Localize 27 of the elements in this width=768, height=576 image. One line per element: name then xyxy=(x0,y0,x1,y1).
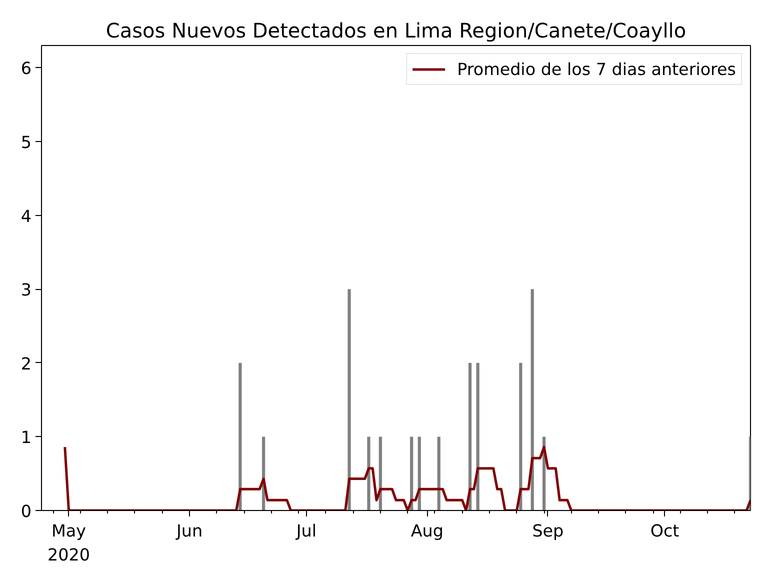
bar xyxy=(410,436,414,510)
x-tick-label: Oct xyxy=(650,520,680,540)
bar xyxy=(418,436,421,510)
x-tick-label: May 2020 xyxy=(48,520,90,564)
y-tick-label: 0 xyxy=(20,501,32,521)
x-tick-label: Jun xyxy=(175,520,203,540)
line-series xyxy=(64,446,750,510)
x-tick-label: Sep xyxy=(532,520,564,540)
y-tick-label: 1 xyxy=(20,427,32,448)
bar xyxy=(530,289,534,510)
bar xyxy=(437,436,440,510)
legend-label: Promedio de los 7 dias anteriores xyxy=(457,59,736,79)
bar xyxy=(476,362,480,510)
bar xyxy=(468,362,472,510)
y-tick-label: 3 xyxy=(20,280,32,300)
bar xyxy=(238,362,242,510)
bar xyxy=(378,436,382,510)
chart-title: Casos Nuevos Detectados en Lima Region/Canete/Coayllo xyxy=(106,18,686,42)
x-tick-label: Jul xyxy=(295,520,316,540)
bar xyxy=(519,362,522,510)
y-tick-label: 6 xyxy=(20,58,32,78)
bar xyxy=(348,289,351,510)
y-tick-label: 5 xyxy=(20,132,32,152)
y-tick-label: 2 xyxy=(20,353,32,374)
bar xyxy=(367,436,370,510)
x-tick-label: Aug xyxy=(410,520,444,540)
y-tick-label: 4 xyxy=(20,206,32,226)
